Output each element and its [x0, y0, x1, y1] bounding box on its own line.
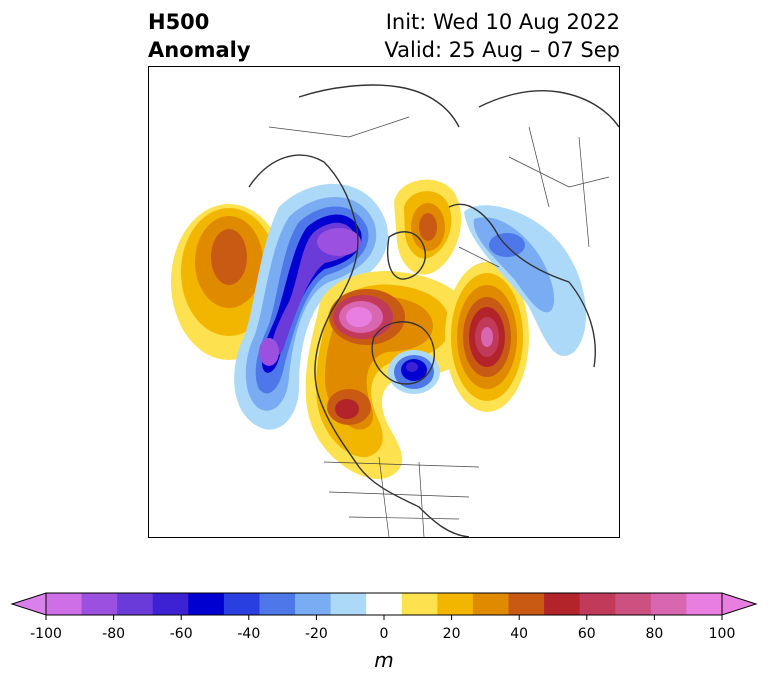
colorbar-segment: [579, 593, 616, 615]
colorbar-tick-label: 80: [645, 626, 664, 642]
colorbar-tick-label: -80: [102, 626, 126, 642]
colorbar-segment: [401, 593, 438, 615]
colorbar-unit-label: m: [374, 648, 394, 672]
colorbar-tick-label: 0: [379, 626, 389, 642]
colorbar-ticks: [45, 615, 723, 620]
colorbar-segment: [330, 593, 367, 615]
political-borders: [268, 116, 610, 537]
title-valid: Valid: 25 Aug – 07 Sep: [384, 38, 620, 62]
anomaly-western-negative: [234, 183, 388, 430]
colorbar: [10, 592, 758, 620]
colorbar-segment: [117, 593, 154, 615]
colorbar-segment: [259, 593, 296, 615]
colorbar-segment: [437, 593, 474, 615]
colorbar-under-arrow: [10, 592, 47, 616]
coastlines: [248, 84, 619, 537]
map-panel: [148, 66, 620, 538]
colorbar-over-arrow: [721, 592, 758, 616]
colorbar-tick-label: 20: [442, 626, 461, 642]
colorbar-tick-label: 60: [577, 626, 596, 642]
colorbar-segment: [46, 593, 83, 615]
colorbar-segment: [544, 593, 581, 615]
colorbar-segment: [650, 593, 687, 615]
colorbar-segment: [188, 593, 225, 615]
colorbar-segment: [81, 593, 118, 615]
colorbar-tick-label: -60: [169, 626, 193, 642]
colorbar-segment: [508, 593, 545, 615]
colorbar-tick-label: 100: [708, 626, 736, 642]
colorbar-segment: [152, 593, 189, 615]
colorbar-segments: [46, 593, 723, 615]
colorbar-tick-label: 40: [510, 626, 529, 642]
title-anomaly: Anomaly: [148, 38, 251, 62]
colorbar-tick-label: -20: [304, 626, 328, 642]
anomaly-hudson-negative: [388, 350, 440, 394]
anomaly-europe-negative: [464, 205, 586, 356]
title-variable: H500: [148, 10, 210, 34]
anomaly-map: [171, 84, 619, 537]
colorbar-segment: [223, 593, 260, 615]
colorbar-tick-label: -100: [30, 626, 62, 642]
colorbar-segment: [472, 593, 510, 615]
colorbar-tick-label: -40: [237, 626, 261, 642]
colorbar-segment: [295, 593, 332, 615]
title-right: Init: Wed 10 Aug 2022 Valid: 25 Aug – 07…: [384, 8, 620, 64]
title-init: Init: Wed 10 Aug 2022: [385, 10, 620, 34]
colorbar-segment: [686, 593, 723, 615]
colorbar-segment: [366, 593, 403, 615]
colorbar-segment: [615, 593, 652, 615]
title-left: H500 Anomaly: [148, 8, 251, 64]
anomaly-north-atlantic-positive: [445, 262, 529, 412]
anomaly-scandinavia-positive: [394, 179, 462, 275]
